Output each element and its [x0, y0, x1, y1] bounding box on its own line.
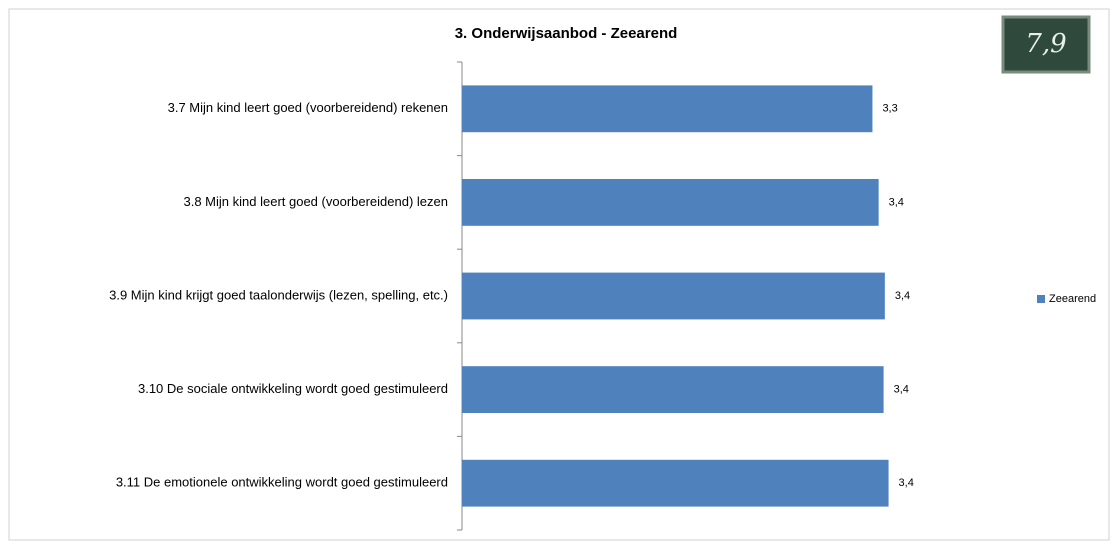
bar: [462, 85, 873, 133]
data-label: 3,3: [882, 103, 897, 115]
bar: [462, 366, 884, 413]
category-label: 3.10 De sociale ontwikkeling wordt goed …: [138, 381, 448, 396]
badge-board: [1001, 15, 1091, 74]
category-label: 3.11 De emotionele ontwikkeling wordt go…: [116, 475, 448, 490]
category-label: 3.9 Mijn kind krijgt goed taalonderwijs …: [109, 287, 448, 302]
bar: [462, 179, 879, 226]
bar: [462, 272, 885, 320]
category-label: 3.7 Mijn kind leert goed (voorbereidend)…: [168, 100, 448, 115]
category-label: 3.8 Mijn kind leert goed (voorbereidend)…: [184, 194, 449, 209]
chart-title: 3. Onderwijsaanbod - Zeearend: [455, 25, 678, 42]
legend-label: Zeearend: [1049, 293, 1096, 305]
badge-score: 7,9: [1025, 29, 1066, 59]
data-label: 3,4: [889, 196, 904, 208]
data-label: 3,4: [894, 384, 909, 396]
data-label: 3,4: [899, 477, 914, 489]
bar: [462, 459, 889, 507]
legend-swatch: [1037, 295, 1045, 303]
data-label: 3,4: [895, 290, 910, 302]
